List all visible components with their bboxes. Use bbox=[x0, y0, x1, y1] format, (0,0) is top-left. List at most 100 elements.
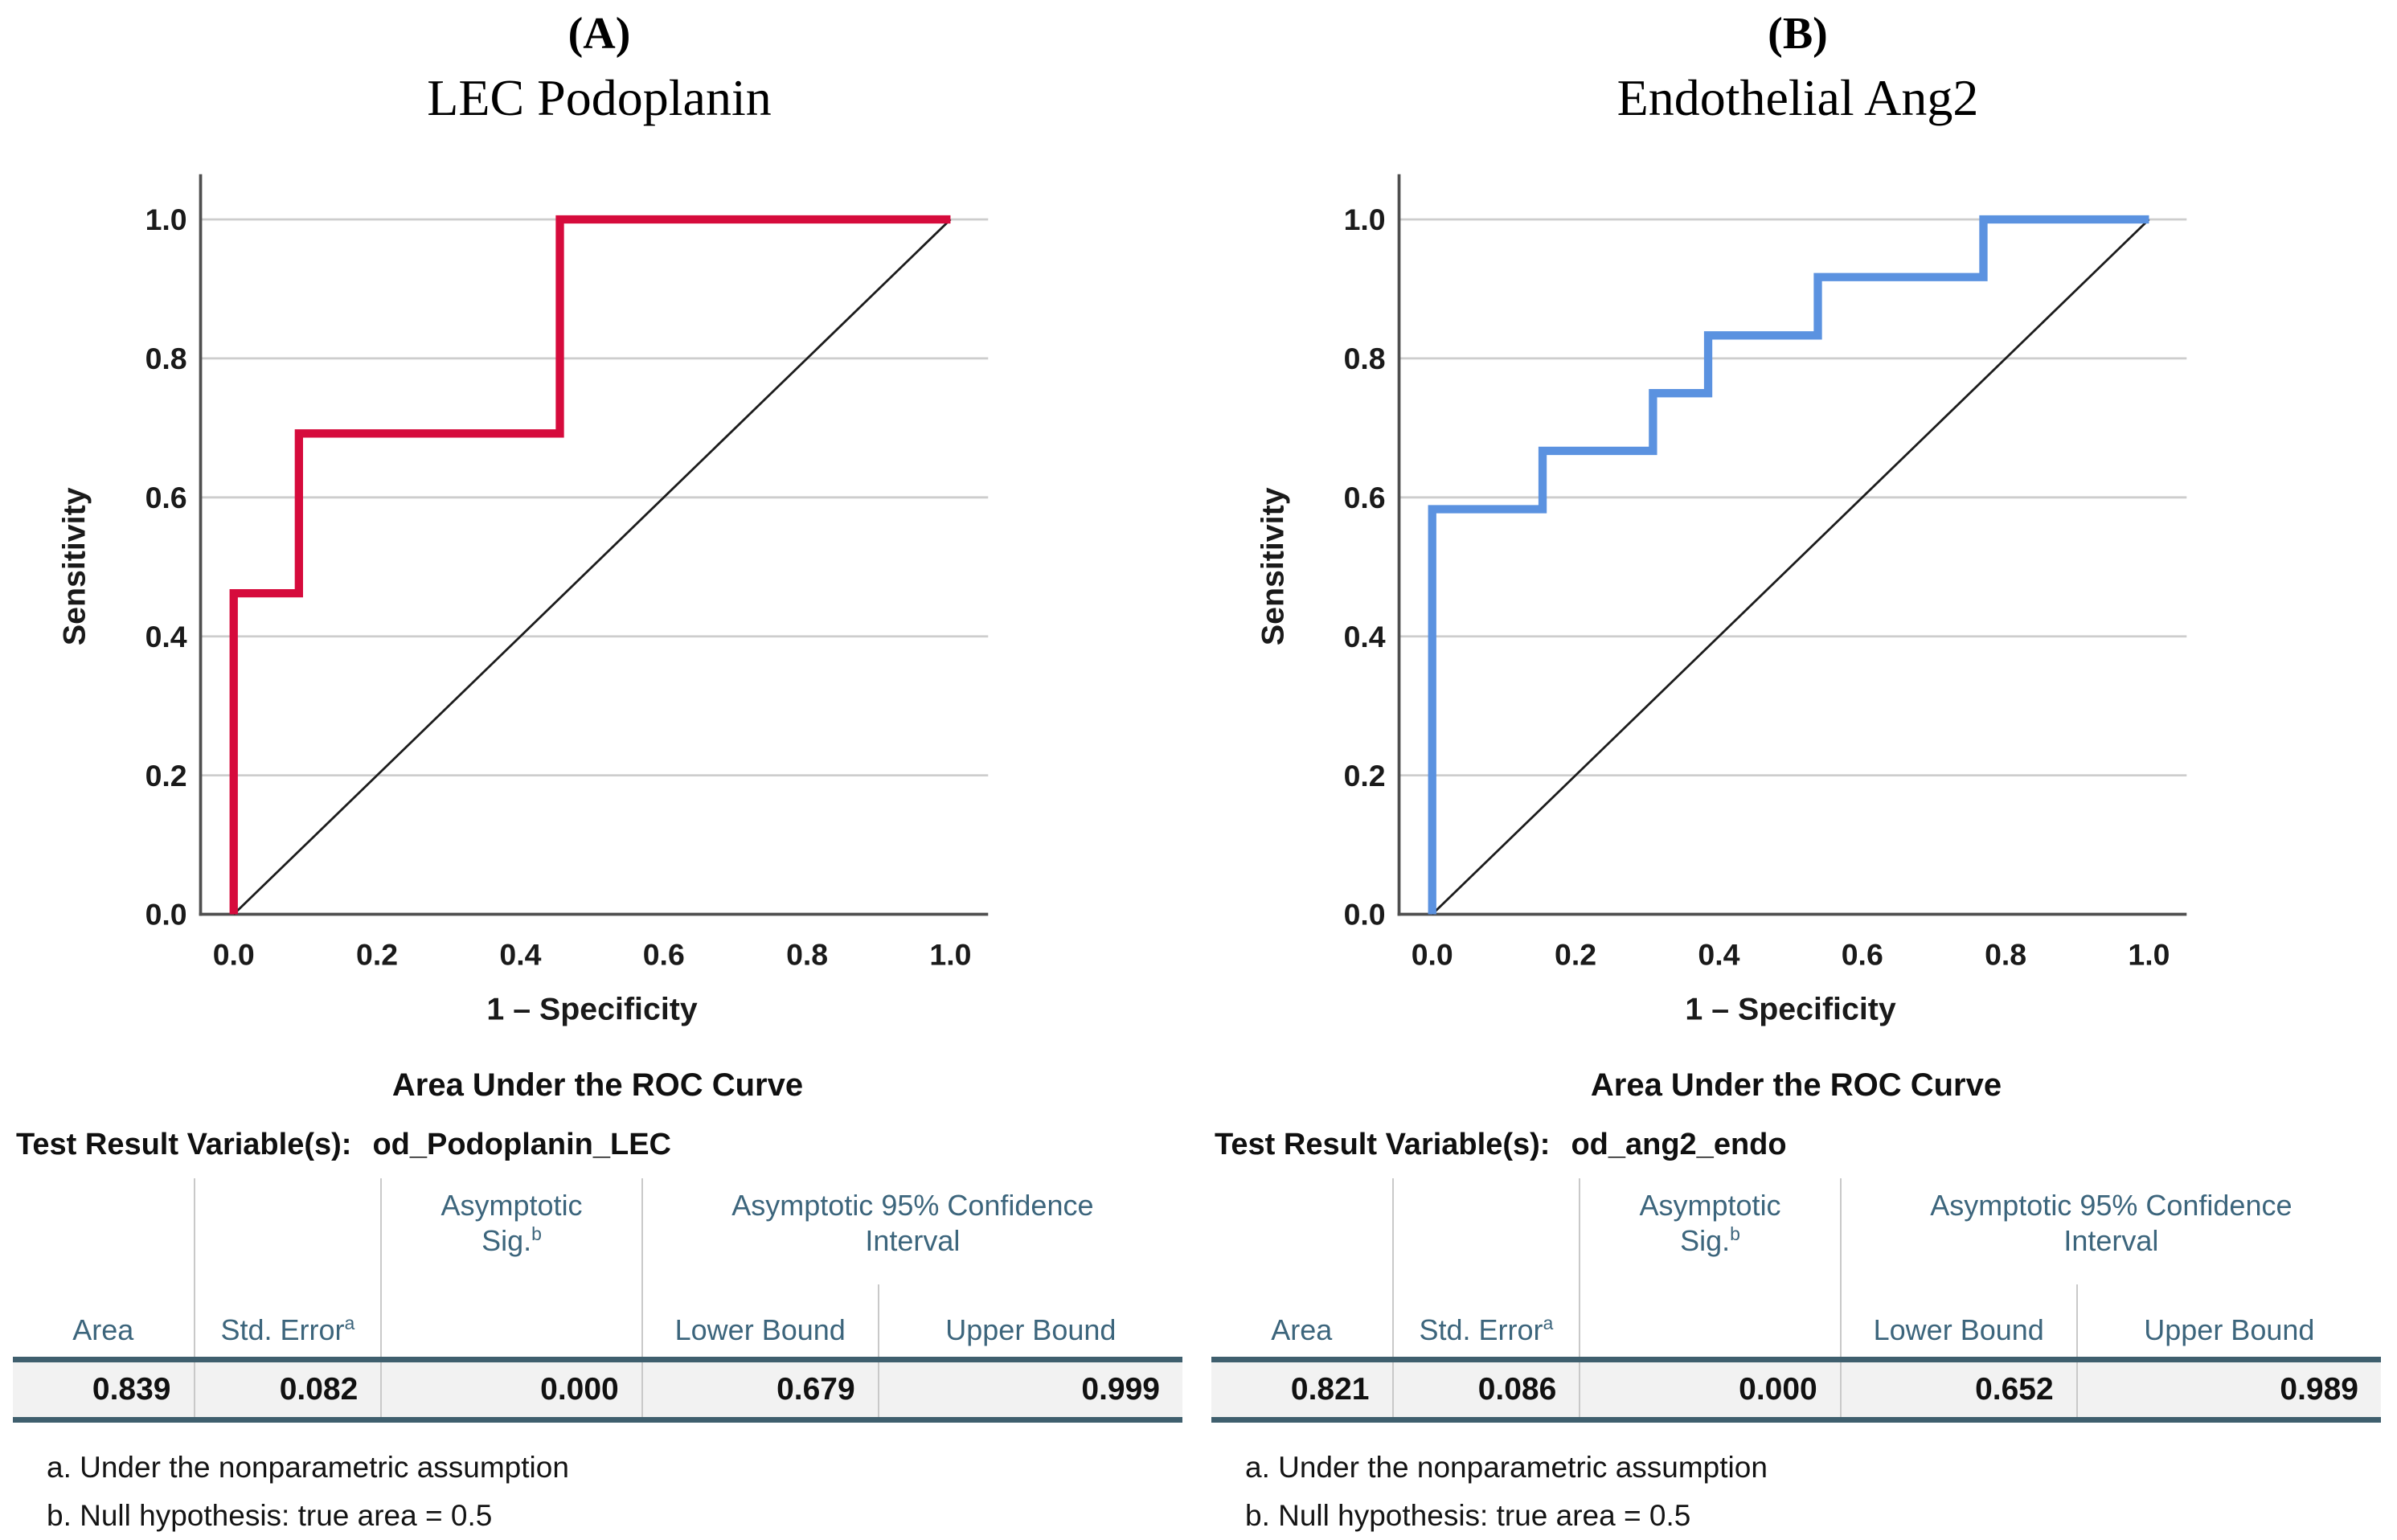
x-tick-label: 0.0 bbox=[213, 937, 255, 971]
gridlines bbox=[200, 218, 989, 777]
auc-table-b: Asymptotic Sig.b Asymptotic 95% Confiden… bbox=[1211, 1178, 2381, 1423]
x-tick-label: 0.8 bbox=[1985, 937, 2026, 971]
auc-section-a: Area Under the ROC Curve Test Result Var… bbox=[0, 1051, 1198, 1540]
y-axis-title: Sensitivity bbox=[56, 487, 92, 645]
roc-chart-a: 0.0 0.2 0.4 0.6 0.8 1.0 0.0 0.2 0.4 0.6 … bbox=[56, 174, 989, 1027]
gridlines bbox=[1399, 218, 2187, 777]
test-result-label: Test Result Variable(s): bbox=[1215, 1128, 1551, 1161]
footnote-a: a. Under the nonparametric assumption bbox=[1245, 1451, 1768, 1484]
asymptotic-sig-header: Asymptotic Sig.b bbox=[381, 1178, 643, 1284]
lower-bound-header: Lower Bound bbox=[1840, 1284, 2078, 1360]
empty-header-cell bbox=[1211, 1178, 1394, 1284]
x-tick-label: 0.6 bbox=[643, 937, 685, 971]
panel-b-chart-title: Endothelial Ang2 bbox=[1616, 69, 1979, 126]
empty-header-cell bbox=[1392, 1178, 1581, 1284]
header-row-1: Asymptotic Sig.b Asymptotic 95% Confiden… bbox=[1211, 1178, 2381, 1284]
upper-bound-header: Upper Bound bbox=[2144, 1313, 2315, 1346]
test-result-variable-line: Test Result Variable(s): od_ang2_endo bbox=[1215, 1128, 2381, 1162]
y-tick-label: 0.0 bbox=[145, 898, 187, 932]
y-tick-label: 0.4 bbox=[145, 620, 187, 653]
reference-diagonal bbox=[232, 218, 952, 915]
x-axis-title: 1 – Specificity bbox=[1685, 992, 1895, 1027]
y-tick-label: 0.8 bbox=[145, 342, 187, 375]
upper-bound-header: Upper Bound bbox=[945, 1313, 1117, 1346]
table-footnotes: a. Under the nonparametric assumption b.… bbox=[47, 1444, 1182, 1540]
sig-value: 0.000 bbox=[381, 1357, 643, 1423]
area-value: 0.839 bbox=[13, 1357, 195, 1423]
x-tick-label: 0.6 bbox=[1842, 937, 1883, 971]
area-value: 0.821 bbox=[1211, 1357, 1394, 1423]
lower-bound-value: 0.652 bbox=[1840, 1357, 2078, 1423]
footnote-marker-b: b bbox=[1730, 1223, 1740, 1244]
std-error-value: 0.082 bbox=[194, 1357, 383, 1423]
auc-section-b: Area Under the ROC Curve Test Result Var… bbox=[1198, 1051, 2397, 1540]
roc-chart-b: 0.0 0.2 0.4 0.6 0.8 1.0 0.0 0.2 0.4 0.6 … bbox=[1255, 174, 2187, 1027]
y-tick-labels: 0.0 0.2 0.4 0.6 0.8 1.0 bbox=[145, 203, 187, 932]
x-tick-labels: 0.0 0.2 0.4 0.6 0.8 1.0 bbox=[1412, 937, 2170, 971]
upper-bound-value: 0.989 bbox=[2076, 1357, 2381, 1423]
roc-curve-a bbox=[229, 215, 951, 915]
confidence-interval-header: Asymptotic 95% Confidence Interval bbox=[731, 1189, 1094, 1257]
y-tick-label: 0.0 bbox=[1344, 898, 1386, 932]
panel-a: (A) LEC Podoplanin 0.0 0.2 0.4 0.6 0.8 1… bbox=[0, 0, 1198, 1540]
auc-data-row: 0.839 0.082 0.000 0.679 0.999 bbox=[13, 1357, 1182, 1423]
x-tick-labels: 0.0 0.2 0.4 0.6 0.8 1.0 bbox=[213, 937, 972, 971]
variable-name: od_ang2_endo bbox=[1571, 1128, 1787, 1161]
upper-bound-value: 0.999 bbox=[878, 1357, 1182, 1423]
panel-b-label: (B) bbox=[1768, 9, 1828, 59]
confidence-interval-header: Asymptotic 95% Confidence Interval bbox=[1930, 1189, 2293, 1257]
panel-a-chart-title: LEC Podoplanin bbox=[427, 69, 772, 126]
empty-header-cell bbox=[13, 1178, 195, 1284]
x-tick-label: 0.2 bbox=[356, 937, 398, 971]
lower-bound-header: Lower Bound bbox=[641, 1284, 879, 1360]
footnote-marker-a: a bbox=[1543, 1313, 1554, 1333]
auc-table-title: Area Under the ROC Curve bbox=[1590, 1067, 2002, 1103]
header-row-1: Asymptotic Sig.b Asymptotic 95% Confiden… bbox=[13, 1178, 1182, 1284]
y-tick-label: 0.6 bbox=[145, 481, 187, 514]
header-row-2: Area Std. Errora Lower Bound Upper Bound bbox=[1211, 1284, 2381, 1360]
x-tick-label: 0.2 bbox=[1555, 937, 1596, 971]
footnote-marker-b: b bbox=[531, 1223, 542, 1244]
x-tick-label: 1.0 bbox=[2128, 937, 2170, 971]
panel-b-titles: (B) Endothelial Ang2 bbox=[1198, 0, 2397, 148]
asymptotic-sig-header: Asymptotic Sig.b bbox=[1580, 1178, 1842, 1284]
x-tick-label: 1.0 bbox=[929, 937, 971, 971]
y-tick-label: 0.6 bbox=[1344, 481, 1386, 514]
variable-name: od_Podoplanin_LEC bbox=[372, 1128, 671, 1161]
test-result-label: Test Result Variable(s): bbox=[16, 1128, 352, 1161]
footnote-marker-a: a bbox=[344, 1313, 355, 1333]
panel-b: (B) Endothelial Ang2 0.0 0.2 0.4 0.6 0.8 bbox=[1198, 0, 2397, 1540]
y-tick-label: 0.8 bbox=[1344, 342, 1386, 375]
std-error-header: Std. Errora bbox=[194, 1284, 383, 1360]
x-tick-label: 0.0 bbox=[1412, 937, 1453, 971]
auc-data-row: 0.821 0.086 0.000 0.652 0.989 bbox=[1211, 1357, 2381, 1423]
y-tick-label: 1.0 bbox=[1344, 203, 1386, 236]
area-header: Area bbox=[13, 1284, 195, 1360]
x-tick-label: 0.8 bbox=[786, 937, 828, 971]
panel-a-titles: (A) LEC Podoplanin bbox=[0, 0, 1198, 148]
header-row-2: Area Std. Errora Lower Bound Upper Bound bbox=[13, 1284, 1182, 1360]
y-tick-label: 0.4 bbox=[1344, 620, 1386, 653]
empty-header-cell bbox=[1580, 1284, 1842, 1360]
std-error-value: 0.086 bbox=[1392, 1357, 1581, 1423]
footnote-b: b. Null hypothesis: true area = 0.5 bbox=[1245, 1499, 1691, 1532]
y-axis-title: Sensitivity bbox=[1255, 487, 1290, 645]
std-error-header: Std. Errora bbox=[1392, 1284, 1581, 1360]
y-tick-labels: 0.0 0.2 0.4 0.6 0.8 1.0 bbox=[1344, 203, 1386, 932]
panel-a-label: (A) bbox=[567, 9, 631, 59]
roc-curve-b bbox=[1428, 215, 2149, 915]
footnote-b: b. Null hypothesis: true area = 0.5 bbox=[47, 1499, 493, 1532]
lower-bound-value: 0.679 bbox=[641, 1357, 879, 1423]
y-tick-label: 0.2 bbox=[1344, 759, 1386, 793]
x-tick-label: 0.4 bbox=[1698, 937, 1739, 971]
auc-table-title: Area Under the ROC Curve bbox=[391, 1067, 804, 1103]
empty-header-cell bbox=[381, 1284, 643, 1360]
footnote-a: a. Under the nonparametric assumption bbox=[47, 1451, 569, 1484]
test-result-variable-line: Test Result Variable(s): od_Podoplanin_LE… bbox=[16, 1128, 1182, 1162]
sig-value: 0.000 bbox=[1580, 1357, 1842, 1423]
x-axis-title: 1 – Specificity bbox=[486, 992, 697, 1027]
area-header: Area bbox=[1211, 1284, 1394, 1360]
auc-table-a: Asymptotic Sig.b Asymptotic 95% Confiden… bbox=[13, 1178, 1182, 1423]
table-footnotes: a. Under the nonparametric assumption b.… bbox=[1245, 1444, 2381, 1540]
